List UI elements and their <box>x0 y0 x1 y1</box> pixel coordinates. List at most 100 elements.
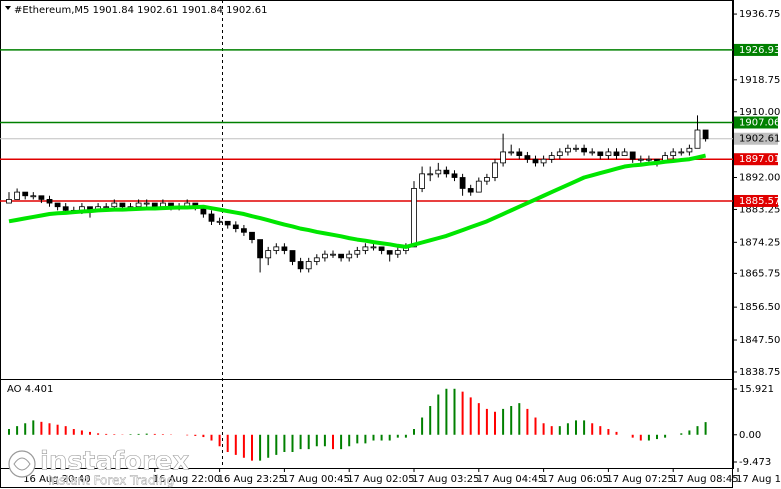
candle-body <box>281 246 288 251</box>
candle-body <box>540 158 547 164</box>
candle-body <box>370 246 377 249</box>
y-tick-label: 1856.50 <box>739 302 780 313</box>
candle-body <box>556 151 563 156</box>
level-tag <box>734 116 778 129</box>
candle-body <box>589 151 596 154</box>
candle-body <box>208 213 215 222</box>
candle-body <box>613 151 620 156</box>
last-price-label: 1902.61 <box>739 134 780 145</box>
candle-body <box>451 173 458 178</box>
candle-body <box>646 158 652 161</box>
logo-icon <box>8 450 36 478</box>
candle-body <box>240 228 247 233</box>
candle-body <box>597 151 604 156</box>
y-tick-label: 1874.25 <box>739 237 780 248</box>
level-tag <box>734 43 778 56</box>
candle-body <box>22 191 29 197</box>
candle-body <box>14 191 21 200</box>
candle-body <box>46 199 53 204</box>
level-tag <box>734 153 778 166</box>
ao-tick-label: -9.473 <box>739 457 771 468</box>
candle-body <box>30 195 37 198</box>
candle-body <box>548 155 555 160</box>
candle-body <box>459 177 466 189</box>
chart-title: #Ethereum,M5 1901.84 1902.61 1901.84 190… <box>14 5 268 16</box>
y-tick-label: 1883.25 <box>739 204 780 215</box>
candle-body <box>6 199 12 204</box>
y-tick-label: 1847.50 <box>739 335 780 346</box>
candle-body <box>321 253 328 259</box>
x-tick-label: 17 Aug 08:45 <box>671 474 738 485</box>
y-tick-label: 1892.00 <box>739 172 780 183</box>
candle-body <box>103 206 110 209</box>
candle-body <box>289 250 296 262</box>
candle-body <box>151 202 158 208</box>
candle-body <box>224 220 231 226</box>
candle-body <box>686 147 693 153</box>
candle-body <box>581 147 587 153</box>
candle-body <box>386 250 393 255</box>
y-tick-label: 1865.75 <box>739 268 780 279</box>
candle-body <box>338 253 345 259</box>
candle-body <box>273 246 280 251</box>
candle-body <box>411 188 417 248</box>
candle-body <box>346 253 353 259</box>
x-tick-label: 16 Aug 23:25 <box>218 474 285 485</box>
x-tick-label: 17 Aug 00:45 <box>282 474 349 485</box>
candle-body <box>419 173 426 189</box>
candle-body <box>265 250 272 259</box>
y-tick-label: 1936.75 <box>739 9 780 20</box>
candle-body <box>573 147 579 150</box>
x-tick-label: 17 Aug 06:05 <box>542 474 609 485</box>
y-tick-label: 1910.00 <box>739 107 780 118</box>
logo-tagline: Instant Forex Trading <box>48 474 174 488</box>
x-tick-label: 17 Aug 10:05 <box>736 474 781 485</box>
y-tick-label: 1838.75 <box>739 367 780 378</box>
candle-body <box>330 253 336 256</box>
candle-body <box>249 231 255 240</box>
ao-title: AO 4.401 <box>7 384 53 395</box>
level-label: 1885.57 <box>739 196 780 207</box>
candle-body <box>427 173 434 176</box>
candle-body <box>443 169 450 175</box>
candle-body <box>621 151 628 156</box>
plot <box>0 49 733 461</box>
candle-body <box>629 151 636 160</box>
x-tick-label: 17 Aug 02:05 <box>347 474 414 485</box>
candle-body <box>637 158 644 161</box>
level-label: 1926.93 <box>739 45 780 56</box>
candle-body <box>670 151 677 156</box>
candle-body <box>62 206 69 211</box>
candle-body <box>313 257 320 262</box>
candle-body <box>678 151 685 154</box>
level-label: 1897.01 <box>739 154 780 165</box>
candle-body <box>394 250 401 255</box>
candle-body <box>435 169 442 175</box>
title-arrow <box>5 6 11 10</box>
candle-body <box>216 220 223 223</box>
x-tick-label: 17 Aug 07:25 <box>606 474 673 485</box>
candle-body <box>565 147 571 153</box>
candle-body <box>354 250 361 255</box>
ao-tick-label: 0.00 <box>739 430 761 441</box>
candle-body <box>257 239 264 259</box>
x-tick-label: 17 Aug 03:25 <box>412 474 479 485</box>
candle-body <box>508 151 515 154</box>
candle-body <box>492 162 498 178</box>
ao-tick-label: 15.921 <box>739 384 774 395</box>
frame <box>0 0 733 488</box>
watermark: instaforex Instant Forex Trading <box>8 446 190 488</box>
candle-body <box>483 177 490 182</box>
candle-body <box>516 151 523 156</box>
logo-brand: instaforex <box>40 447 190 477</box>
candle-body <box>500 151 507 164</box>
candle-body <box>119 202 126 208</box>
candle-body <box>135 202 142 208</box>
candle-body <box>305 261 312 270</box>
last-price-tag <box>734 132 778 145</box>
level-label: 1907.06 <box>739 117 780 128</box>
candle-body <box>378 246 385 251</box>
candle-body <box>532 158 539 164</box>
candle-body <box>467 188 474 193</box>
